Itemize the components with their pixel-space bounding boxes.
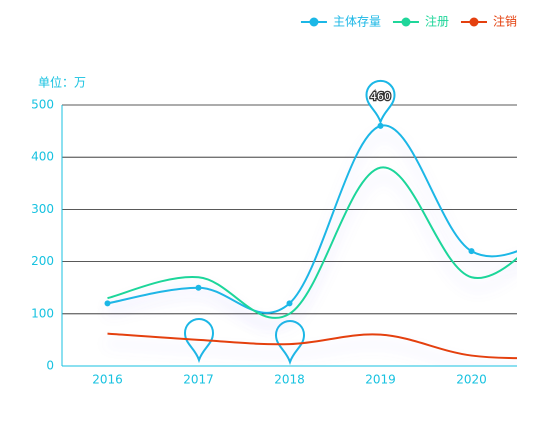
y-tick-label: 400 (31, 150, 54, 164)
max-label: 460 (370, 90, 391, 103)
legend-dot (309, 18, 318, 27)
y-tick-label: 100 (31, 306, 54, 320)
point (105, 300, 111, 306)
legend-dot (401, 18, 410, 27)
x-tick-label: 2016 (92, 373, 123, 387)
legend-dot (469, 18, 478, 27)
legend-label: 注册 (425, 14, 449, 29)
y-tick-label: 200 (31, 254, 54, 268)
point (287, 300, 293, 306)
y-tick-label: 500 (31, 98, 54, 112)
series-line (108, 334, 550, 359)
pin (276, 321, 304, 362)
y-tick-label: 300 (31, 202, 54, 216)
series-line (108, 167, 550, 318)
legend-label: 主体存量 (333, 15, 381, 29)
y-tick-label: 0 (46, 359, 54, 373)
legend-label: 注销 (493, 14, 517, 29)
series-line (108, 125, 550, 312)
x-tick-label: 2020 (456, 373, 487, 387)
x-tick-label: 2019 (365, 373, 396, 387)
point (469, 248, 475, 254)
point (196, 285, 202, 291)
plot-area (108, 125, 550, 358)
unit-label: 单位：万 (38, 75, 86, 90)
x-tick-label: 2018 (274, 373, 305, 387)
x-tick-label: 2017 (183, 373, 214, 387)
